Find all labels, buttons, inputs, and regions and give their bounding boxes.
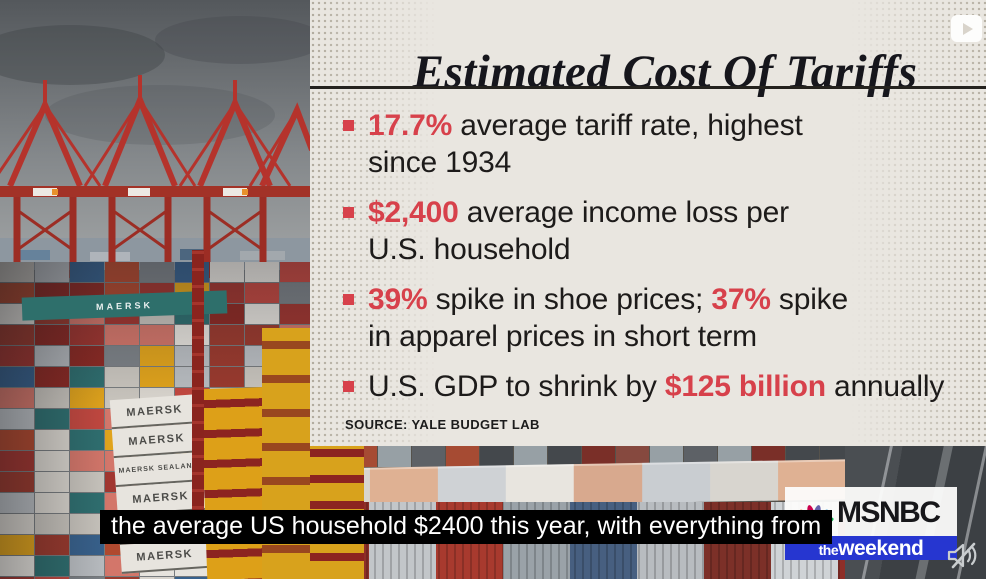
bullet-text: 17.7% average tariff rate, highest since… [368,107,803,181]
stat-value: $2,400 [368,196,459,229]
stat-label: annually [825,370,945,403]
bullet-item-price-spikes: 39% spike in shoe prices; 37% spike in a… [343,281,980,355]
show-badge: the weekend [785,536,957,560]
network-name: MSNBC [837,495,941,529]
stat-label: spike in shoe prices; [427,283,712,316]
title-divider [310,86,986,89]
stat-value: $125 billion [664,370,826,403]
bullet-text: $2,400 average income loss per U.S. hous… [368,194,789,268]
stat-value: 17.7% [368,109,453,142]
square-bullet-icon [343,120,354,131]
square-bullet-icon [343,207,354,218]
square-bullet-icon [343,381,354,392]
port-photo-left: MAERSK MAERSK MAERSK MAERSK SEALAND MAER… [0,0,312,579]
bullet-item-tariff-rate: 17.7% average tariff rate, highest since… [343,107,980,181]
cranes-sky-graphic [0,0,312,278]
stat-value: 37% [711,283,771,316]
panel-title: Estimated Cost Of Tariffs [412,46,918,99]
stat-label: spike in apparel prices in short term [368,283,848,353]
tariff-infographic-panel: Estimated Cost Of Tariffs 17.7% average … [310,0,986,446]
mute-button[interactable] [943,541,979,571]
bullet-text: 39% spike in shoe prices; 37% spike in a… [368,281,848,355]
stat-value: 39% [368,283,428,316]
bullet-item-income-loss: $2,400 average income loss per U.S. hous… [343,194,980,268]
bullet-item-gdp: U.S. GDP to shrink by $125 billion annua… [343,368,980,405]
muted-speaker-icon [947,542,977,569]
source-attribution: SOURCE: YALE BUDGET LAB [345,417,540,432]
stat-label: average income loss per U.S. household [368,196,789,266]
show-name-prefix: the [818,542,839,558]
play-button[interactable] [951,15,982,42]
caption-bar: the average US household $2400 this year… [100,510,833,544]
square-bullet-icon [343,294,354,305]
stat-label: average tariff rate, highest since 1934 [368,109,803,179]
bullet-list: 17.7% average tariff rate, highest since… [343,107,980,418]
show-name: weekend [838,537,924,560]
stat-label: U.S. GDP to shrink by [368,370,665,403]
maersk-container: MAERSK [119,538,210,574]
crane-tower-graphic [192,250,204,540]
bullet-text: U.S. GDP to shrink by $125 billion annua… [368,368,944,405]
play-icon [962,22,973,35]
